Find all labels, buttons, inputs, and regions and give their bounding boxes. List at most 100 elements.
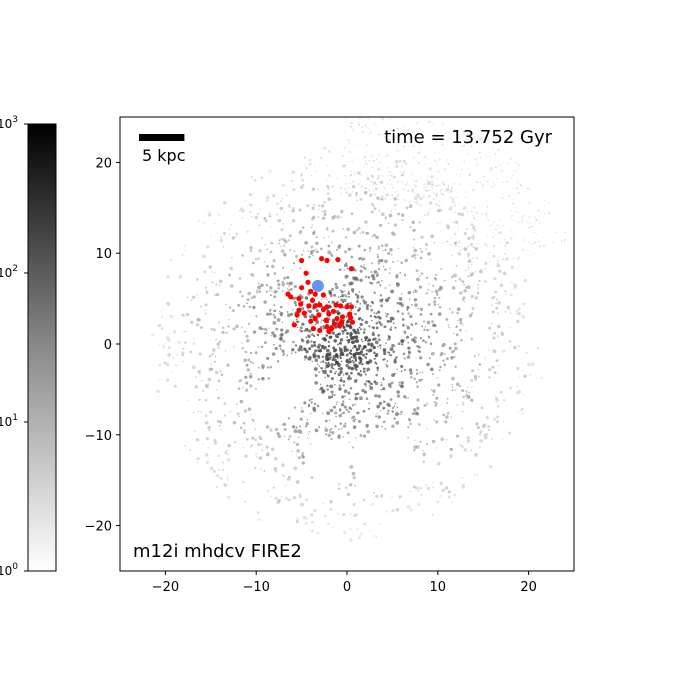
gas-texture-dot bbox=[310, 245, 314, 249]
gas-texture-dot bbox=[425, 203, 427, 205]
gas-texture-dot bbox=[326, 372, 328, 374]
gas-texture-dot bbox=[329, 500, 333, 504]
gas-texture-dot bbox=[462, 324, 464, 326]
gas-texture-dot bbox=[292, 187, 296, 192]
gas-texture-dot bbox=[381, 117, 383, 120]
gas-texture-dot bbox=[211, 271, 214, 273]
gas-texture-dot bbox=[523, 375, 526, 378]
gas-texture-dot bbox=[337, 245, 341, 249]
gas-texture-dot bbox=[423, 328, 426, 331]
gas-texture-dot bbox=[552, 241, 554, 244]
gas-texture-dot bbox=[330, 294, 333, 298]
gas-texture-dot bbox=[325, 227, 329, 231]
gas-texture-dot bbox=[461, 485, 466, 489]
gas-texture-dot bbox=[458, 245, 460, 248]
gas-texture-dot bbox=[393, 196, 398, 201]
gas-texture-dot bbox=[381, 174, 383, 177]
gas-texture-dot bbox=[401, 299, 403, 301]
gas-texture-dot bbox=[384, 197, 387, 200]
gas-texture-dot bbox=[316, 404, 320, 408]
gas-texture-dot bbox=[389, 328, 392, 331]
gas-texture-dot bbox=[236, 403, 238, 406]
gas-texture-dot bbox=[489, 167, 492, 170]
gas-texture-dot bbox=[401, 318, 405, 321]
gas-texture-dot bbox=[369, 305, 372, 308]
gas-texture-dot bbox=[336, 249, 339, 252]
gas-texture-dot bbox=[406, 133, 408, 136]
gas-texture-dot bbox=[433, 303, 437, 307]
gas-texture-dot bbox=[342, 115, 343, 116]
gas-texture-dot bbox=[301, 454, 303, 457]
gas-texture-dot bbox=[494, 160, 495, 162]
gas-texture-dot bbox=[498, 164, 500, 166]
gas-texture-dot bbox=[166, 362, 170, 367]
gas-texture-dot bbox=[418, 423, 421, 426]
gas-texture-dot bbox=[407, 397, 409, 399]
gas-texture-dot bbox=[447, 495, 451, 499]
gas-texture-dot bbox=[326, 184, 330, 188]
gas-texture-dot bbox=[394, 160, 399, 164]
gas-texture-dot bbox=[393, 405, 396, 408]
gas-texture-dot bbox=[257, 285, 261, 290]
gas-texture-dot bbox=[298, 329, 301, 332]
gas-texture-dot bbox=[303, 347, 307, 351]
gas-texture-dot bbox=[412, 247, 415, 249]
gas-texture-dot bbox=[217, 379, 221, 383]
gas-texture-dot bbox=[337, 177, 339, 180]
gas-texture-dot bbox=[365, 385, 368, 387]
gas-texture-dot bbox=[458, 328, 462, 332]
gas-texture-dot bbox=[475, 164, 477, 166]
gas-texture-dot bbox=[356, 199, 359, 202]
gas-texture-dot bbox=[266, 329, 268, 332]
gas-texture-dot bbox=[327, 395, 332, 400]
gas-texture-dot bbox=[348, 441, 350, 443]
gas-texture-dot bbox=[373, 491, 375, 494]
gas-texture-dot bbox=[530, 362, 535, 367]
gas-texture-dot bbox=[404, 106, 405, 107]
gas-texture-dot bbox=[478, 363, 481, 366]
gas-texture-dot bbox=[325, 433, 328, 436]
gas-texture-dot bbox=[347, 391, 351, 395]
gas-texture-dot bbox=[389, 247, 393, 252]
gas-texture-dot bbox=[239, 426, 243, 430]
gas-texture-dot bbox=[209, 214, 212, 217]
gas-texture-dot bbox=[369, 131, 372, 134]
gas-texture-dot bbox=[280, 249, 285, 254]
gas-texture-dot bbox=[287, 313, 291, 318]
gas-texture-dot bbox=[501, 197, 504, 200]
gas-texture-dot bbox=[496, 306, 498, 309]
gas-texture-dot bbox=[349, 529, 352, 532]
gas-texture-dot bbox=[453, 342, 457, 346]
gas-texture-dot bbox=[299, 267, 302, 270]
gas-texture-dot bbox=[390, 289, 394, 294]
gas-texture-dot bbox=[499, 164, 501, 167]
gas-texture-dot bbox=[466, 252, 471, 257]
gas-texture-dot bbox=[304, 327, 309, 332]
gas-texture-dot bbox=[428, 336, 431, 339]
gas-texture-dot bbox=[433, 324, 437, 327]
y-tick-label: 10 bbox=[95, 247, 112, 262]
gas-texture-dot bbox=[320, 366, 323, 370]
gas-texture-dot bbox=[313, 508, 317, 513]
gas-texture-dot bbox=[476, 142, 478, 145]
gas-texture-dot bbox=[385, 363, 387, 366]
gas-texture-dot bbox=[473, 217, 475, 219]
gas-texture-dot bbox=[315, 241, 319, 246]
gas-texture-dot bbox=[224, 451, 227, 454]
gas-texture-dot bbox=[438, 306, 442, 309]
gas-texture-dot bbox=[388, 351, 391, 354]
gas-texture-dot bbox=[321, 369, 325, 373]
gas-texture-dot bbox=[350, 175, 352, 177]
gas-texture-dot bbox=[383, 108, 385, 110]
gas-texture-dot bbox=[295, 519, 300, 523]
gas-texture-dot bbox=[273, 290, 278, 294]
gas-texture-dot bbox=[245, 350, 248, 354]
gas-texture-dot bbox=[364, 191, 367, 194]
gas-texture-dot bbox=[387, 193, 389, 195]
gas-texture-dot bbox=[370, 383, 372, 385]
gas-texture-dot bbox=[502, 181, 504, 183]
gas-texture-dot bbox=[415, 411, 419, 415]
gas-texture-dot bbox=[196, 457, 200, 461]
gas-texture-dot bbox=[288, 435, 292, 438]
gas-texture-dot bbox=[437, 303, 439, 306]
